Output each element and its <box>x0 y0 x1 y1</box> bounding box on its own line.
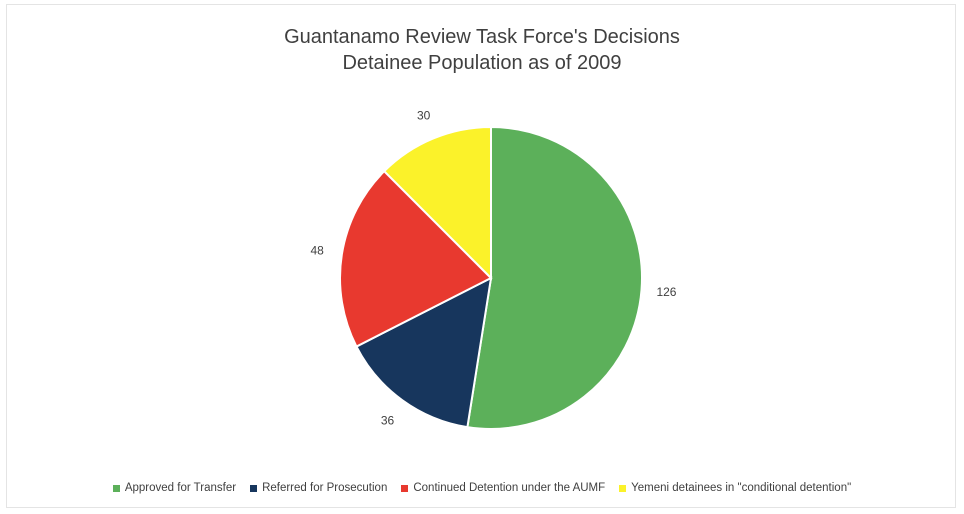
legend-label: Continued Detention under the AUMF <box>413 482 606 494</box>
legend-item: Referred for Prosecution <box>250 482 387 494</box>
pie-slice-2 <box>355 276 493 429</box>
legend-label: Referred for Prosecution <box>262 482 388 494</box>
legend-label: Approved for Transfer <box>124 482 237 494</box>
slice-value-label: 36 <box>381 413 395 427</box>
chart-title: Guantanamo Review Task Force's Decisions <box>284 26 680 48</box>
legend-swatch <box>250 484 258 492</box>
legend-swatch <box>112 484 120 492</box>
legend-swatch <box>619 484 627 492</box>
slice-value-label: 48 <box>310 243 324 257</box>
chart-title-block: Guantanamo Review Task Force's Decisions… <box>0 24 964 76</box>
pie-slice-3 <box>339 169 493 348</box>
legend-item: Continued Detention under the AUMF <box>401 482 605 494</box>
legend-item: Yemeni detainees in "conditional detenti… <box>619 482 851 494</box>
legend-swatch <box>401 484 409 492</box>
chart-subtitle: Detainee Population as of 2009 <box>342 52 622 74</box>
chart-legend: Approved for Transfer Referred for Prosec… <box>0 482 964 494</box>
legend-label: Yemeni detainees in "conditional detenti… <box>631 482 852 494</box>
slice-value-label: 30 <box>417 108 431 122</box>
legend-item: Approved for Transfer <box>112 482 237 494</box>
slice-value-label: 126 <box>656 285 676 299</box>
chart-frame <box>6 4 956 508</box>
pie-slice-1 <box>466 125 643 430</box>
pie-slice-4 <box>382 125 492 281</box>
